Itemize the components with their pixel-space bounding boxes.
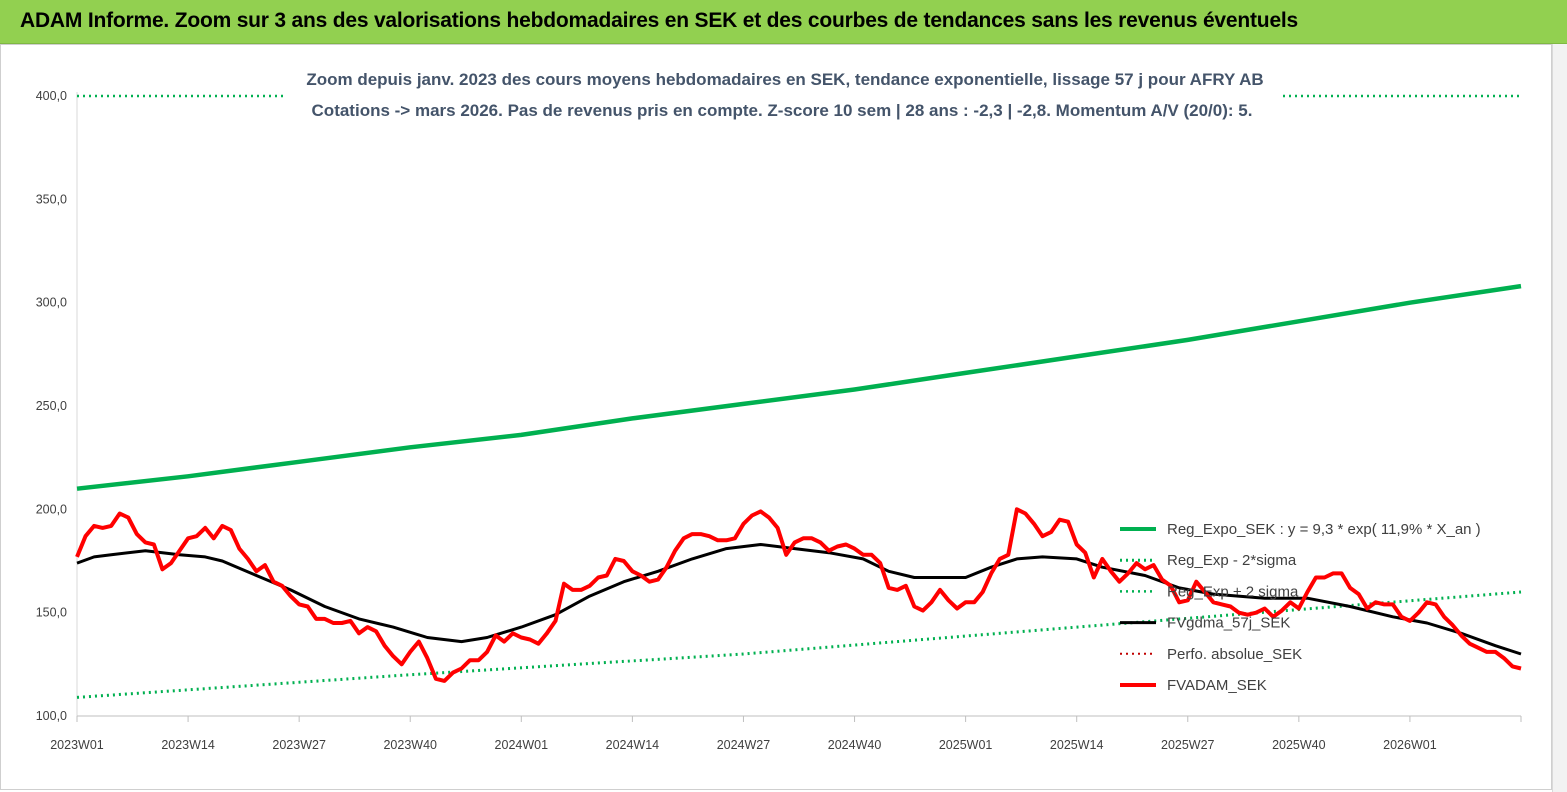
x-axis: 2023W01 2023W14 2023W27 2023W40 2024W01 2024W…	[50, 715, 1522, 752]
x-tick-label: 2023W40	[383, 738, 437, 752]
subtitle-background	[286, 62, 1282, 126]
x-tick-label: 2025W40	[1272, 738, 1326, 752]
x-tick-label: 2025W14	[1050, 738, 1104, 752]
series-fvgdma-57j-line	[76, 543, 1522, 656]
x-tick-label: 2025W27	[1161, 738, 1215, 752]
x-tick-label: 2026W01	[1383, 738, 1437, 752]
chart-legend: Reg_Expo_SEK : y = 9,3 * exp( 11,9% * X_…	[1120, 521, 1481, 694]
series-reg-expo-line	[76, 283, 1522, 491]
legend-label: FVgdma_57j_SEK	[1167, 615, 1290, 632]
x-tick-label: 2023W27	[272, 738, 326, 752]
y-axis: 100,0 150,0 200,0 250,0 300,0 350,0 400,0	[36, 89, 78, 723]
x-tick-label: 2023W01	[50, 738, 104, 752]
y-tick-label: 300,0	[36, 296, 67, 310]
legend-label: Reg_Exp + 2 sigma	[1167, 583, 1299, 600]
chart-series	[75, 94, 1522, 699]
chart-subtitle: Cotations -> mars 2026. Pas de revenus p…	[312, 101, 1253, 120]
x-tick-label: 2024W01	[495, 738, 549, 752]
y-tick-label: 350,0	[36, 192, 67, 206]
y-tick-label: 100,0	[36, 709, 67, 723]
chart-frame	[0, 44, 1552, 790]
side-strip	[1552, 44, 1567, 792]
y-tick-label: 400,0	[36, 89, 67, 103]
y-tick-label: 150,0	[36, 606, 67, 620]
report-title: ADAM Informe. Zoom sur 3 ans des valoris…	[20, 9, 1299, 32]
report-banner: ADAM Informe. Zoom sur 3 ans des valoris…	[0, 0, 1567, 44]
x-tick-label: 2024W14	[606, 738, 660, 752]
x-tick-label: 2023W14	[161, 738, 215, 752]
legend-label: Reg_Expo_SEK : y = 9,3 * exp( 11,9% * X_…	[1167, 521, 1481, 538]
legend-label: Perfo. absolue_SEK	[1167, 646, 1302, 663]
series-reg-exp-minus-2sigma-line	[76, 590, 1522, 699]
legend-label: Reg_Exp - 2*sigma	[1167, 552, 1297, 569]
y-tick-label: 200,0	[36, 502, 67, 516]
series-fvadam-line	[75, 507, 1522, 683]
chart-title: Zoom depuis janv. 2023 des cours moyens …	[306, 70, 1263, 89]
x-tick-label: 2024W27	[717, 738, 771, 752]
legend-label: FVADAM_SEK	[1167, 677, 1267, 694]
x-tick-label: 2025W01	[939, 738, 993, 752]
y-tick-label: 250,0	[36, 399, 67, 413]
x-tick-label: 2024W40	[828, 738, 882, 752]
